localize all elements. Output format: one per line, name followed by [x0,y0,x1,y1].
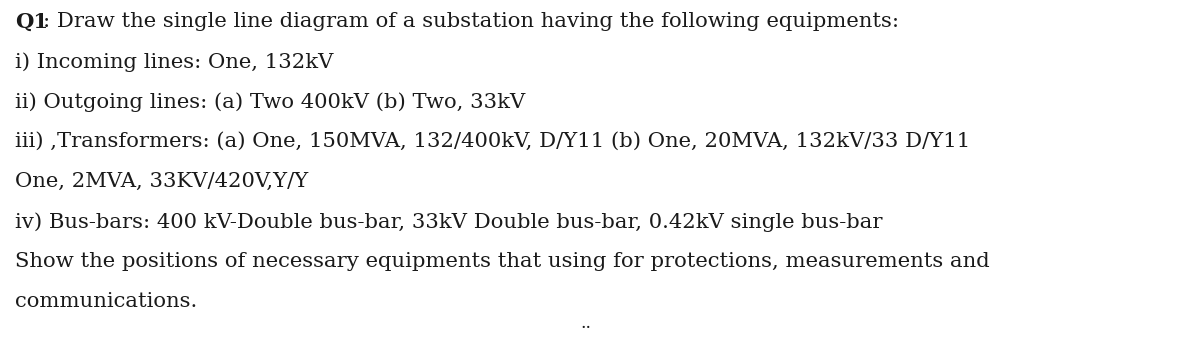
Text: Q1: Q1 [14,12,48,32]
Text: iii) ,Transformers: (a) One, 150MVA, 132/400kV, D/Y11 (b) One, 20MVA, 132kV/33 D: iii) ,Transformers: (a) One, 150MVA, 132… [14,132,971,151]
Text: iv) Bus-bars: 400 kV-Double bus-bar, 33kV Double bus-bar, 0.42kV single bus-bar: iv) Bus-bars: 400 kV-Double bus-bar, 33k… [14,212,882,232]
Text: ..: .. [580,315,592,332]
Text: : Draw the single line diagram of a substation having the following equipments:: : Draw the single line diagram of a subs… [43,12,899,31]
Text: One, 2MVA, 33KV/420V,Y/Y: One, 2MVA, 33KV/420V,Y/Y [14,172,308,191]
Text: communications.: communications. [14,292,197,311]
Text: Show the positions of necessary equipments that using for protections, measureme: Show the positions of necessary equipmen… [14,252,990,271]
Text: ii) Outgoing lines: (a) Two 400kV (b) Two, 33kV: ii) Outgoing lines: (a) Two 400kV (b) Tw… [14,92,526,112]
Text: i) Incoming lines: One, 132kV: i) Incoming lines: One, 132kV [14,52,334,72]
